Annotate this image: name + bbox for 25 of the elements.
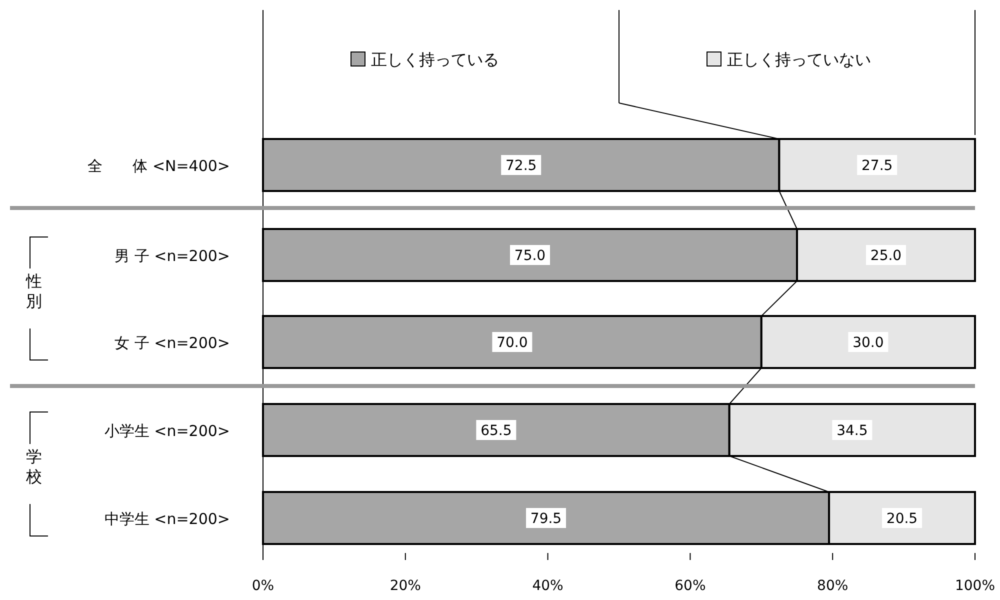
data-label: 72.5 xyxy=(506,158,537,174)
x-tick-label: 40% xyxy=(532,578,564,594)
x-tick-label: 0% xyxy=(252,578,274,594)
y-tick-label: 女 子 <n=200> xyxy=(114,334,230,352)
data-label: 25.0 xyxy=(870,248,902,264)
legend-label: 正しく持っていない xyxy=(727,50,871,69)
data-label: 75.0 xyxy=(514,248,546,264)
text: 学校 xyxy=(25,447,42,486)
legend-label: 正しく持っている xyxy=(371,50,499,69)
x-tick-label: 60% xyxy=(674,578,706,594)
data-label: 70.0 xyxy=(496,335,528,351)
data-label: 20.5 xyxy=(886,511,918,527)
y-tick-label: 小学生 <n=200> xyxy=(104,422,230,440)
y-tick-label: 全 体 <N=400> xyxy=(88,157,230,175)
data-label: 79.5 xyxy=(530,511,562,527)
data-label: 34.5 xyxy=(836,423,868,439)
x-tick-label: 80% xyxy=(817,578,848,594)
x-tick-label: 100% xyxy=(954,578,996,594)
x-tick-label: 20% xyxy=(390,578,421,594)
data-label: 30.0 xyxy=(852,335,884,351)
text: 性別 xyxy=(25,272,42,310)
y-tick-label: 中学生 <n=200> xyxy=(104,510,230,528)
data-label: 27.5 xyxy=(862,158,893,174)
data-label: 65.5 xyxy=(480,423,512,439)
y-tick-label: 男 子 <n=200> xyxy=(114,247,230,265)
